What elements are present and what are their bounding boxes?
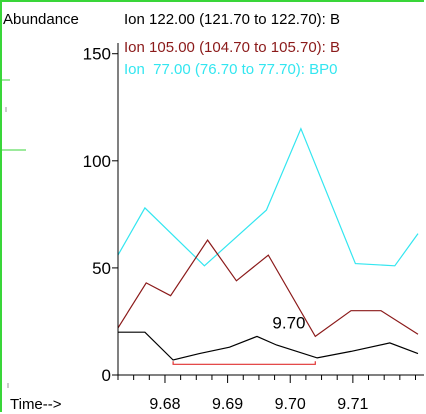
- x-tick-label: 9.71: [337, 396, 368, 413]
- x-tick-label: 9.70: [275, 396, 306, 413]
- y-tick-label: 150: [83, 45, 111, 64]
- legend-item-ion-77: Ion 77.00 (76.70 to 77.70): BP0: [124, 61, 338, 78]
- annotations: 9.70: [272, 314, 305, 333]
- x-tick-label: 9.69: [212, 396, 243, 413]
- y-tick-label: 0: [102, 366, 111, 385]
- y-tick-label: 100: [83, 152, 111, 171]
- x-ticks: 9.68 9.69 9.70 9.71: [117, 375, 416, 413]
- axes-layer: [117, 43, 424, 376]
- series-line-0: [117, 127, 419, 267]
- y-tick-label: 50: [92, 259, 111, 278]
- y-axis-title: Abundance: [3, 11, 79, 28]
- series-line-2: [118, 331, 419, 361]
- peak-annotation: 9.70: [272, 314, 305, 333]
- x-axis-title: Time-->: [10, 396, 62, 413]
- y-ticks: 0 50 100 150: [83, 45, 118, 385]
- series-line-1: [117, 239, 419, 338]
- series-layer: [117, 127, 419, 365]
- legend-item-ion-122: Ion 122.00 (121.70 to 122.70): B: [124, 11, 340, 28]
- x-tick-label: 9.68: [149, 396, 180, 413]
- legend-item-ion-105: Ion 105.00 (104.70 to 105.70): B: [124, 39, 340, 56]
- integration-baseline: [172, 361, 316, 365]
